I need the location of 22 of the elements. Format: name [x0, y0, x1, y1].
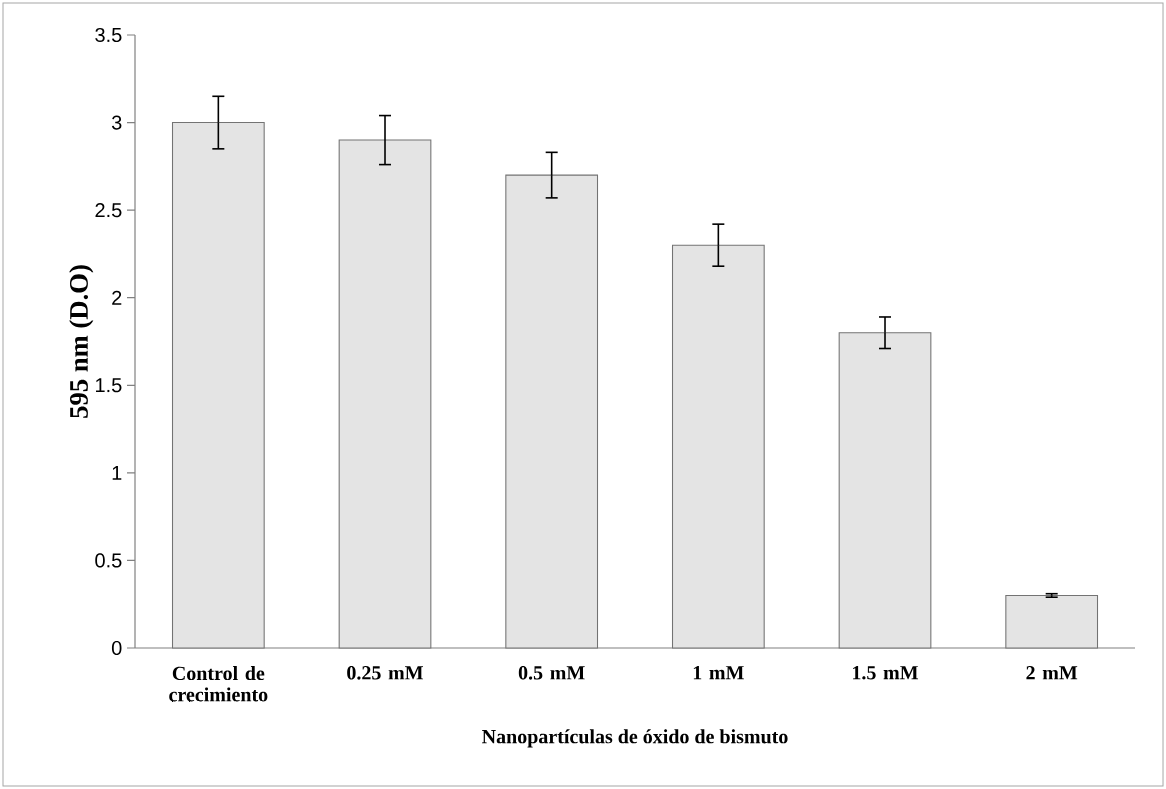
bar [505, 174, 599, 649]
y-tick-label: 3 [111, 115, 122, 130]
y-tick-label: 3.5 [95, 27, 122, 43]
bar [1005, 594, 1099, 649]
x-tick-label: 0.5 mM [518, 666, 585, 680]
bar [171, 122, 265, 649]
y-tick-label: 1.5 [96, 378, 122, 393]
y-tick-label: 1 [112, 465, 122, 480]
x-axis-title: Nanopartículas de óxido de bismuto [482, 729, 788, 748]
x-tick-label: 0.25 mM [347, 666, 424, 680]
bar [838, 332, 932, 649]
x-tick-label: Control de crecimiento [169, 666, 268, 702]
y-axis-title: 595 nm (D.O) [69, 265, 94, 418]
y-tick-label: 2 [112, 290, 122, 305]
x-tick-label: 1 mM [693, 666, 744, 680]
x-tick-label: 2 mM [1026, 666, 1078, 680]
bar [338, 139, 432, 649]
x-tick-label: 1.5 mM [853, 666, 919, 680]
y-tick-label: 2.5 [95, 203, 122, 218]
y-tick-label: 0.5 [95, 553, 122, 568]
y-tick-label: 0 [111, 640, 122, 656]
bar [671, 244, 765, 649]
